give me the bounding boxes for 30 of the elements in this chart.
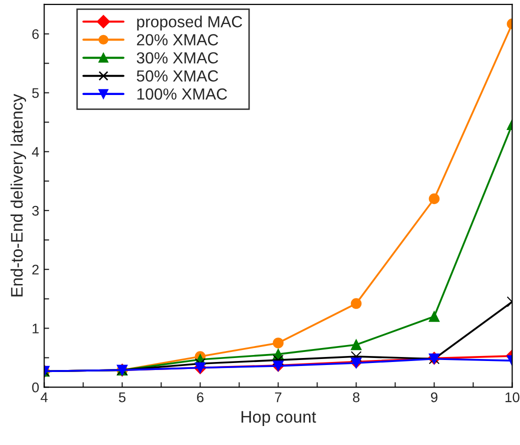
x-tick-label: 6 <box>197 392 204 402</box>
y-tick-label: 2 <box>32 264 39 274</box>
x-tick-label: 10 <box>506 392 520 402</box>
point <box>272 338 284 348</box>
legend-label: 30% XMAC <box>136 52 218 64</box>
legend-label: 100% XMAC <box>137 88 227 100</box>
point <box>194 358 206 369</box>
point <box>350 298 362 309</box>
x-axis-title: Hop count <box>242 411 316 426</box>
x-tick-label: 4 <box>40 392 48 402</box>
x-tick-label: 5 <box>118 392 126 402</box>
legend-label: 50% XMAC <box>136 70 218 82</box>
point <box>428 193 440 204</box>
y-tick-label: 6 <box>32 29 39 40</box>
y-tick-label: 1 <box>32 324 39 334</box>
point <box>350 351 362 362</box>
x-tick-label: 7 <box>275 392 282 402</box>
y-tick-label: 5 <box>32 88 39 98</box>
legend-label: proposed MAC <box>137 16 242 31</box>
point <box>350 358 362 368</box>
y-axis-title: End-to-End delivery latency <box>10 94 26 296</box>
x-tick-label: 8 <box>352 392 360 402</box>
point <box>272 354 284 366</box>
x-tick-label: 9 <box>430 392 438 402</box>
y-tick-label: 4 <box>32 147 39 157</box>
point <box>350 339 362 350</box>
legend-label: 20% XMAC <box>136 34 218 46</box>
y-tick-label: 3 <box>32 206 39 216</box>
y-tick-label: 0 <box>32 382 39 392</box>
point <box>428 311 440 322</box>
